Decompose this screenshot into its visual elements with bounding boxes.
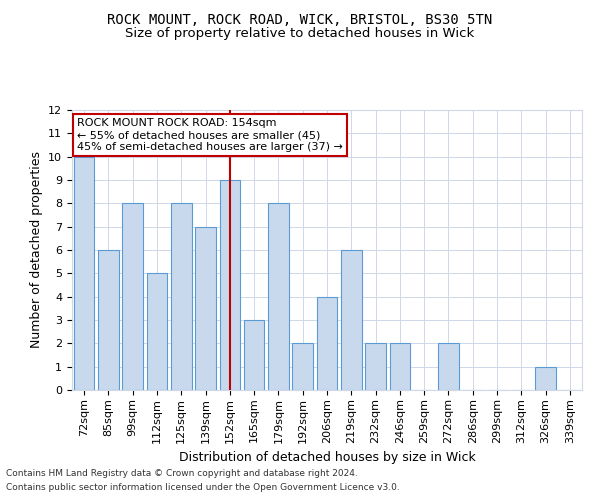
Text: Contains HM Land Registry data © Crown copyright and database right 2024.: Contains HM Land Registry data © Crown c… — [6, 468, 358, 477]
Bar — [195, 226, 216, 390]
Bar — [74, 156, 94, 390]
Text: ROCK MOUNT ROCK ROAD: 154sqm
← 55% of detached houses are smaller (45)
45% of se: ROCK MOUNT ROCK ROAD: 154sqm ← 55% of de… — [77, 118, 343, 152]
Bar — [122, 204, 143, 390]
Bar — [146, 274, 167, 390]
Bar — [365, 344, 386, 390]
Bar — [317, 296, 337, 390]
Bar — [341, 250, 362, 390]
Bar — [268, 204, 289, 390]
X-axis label: Distribution of detached houses by size in Wick: Distribution of detached houses by size … — [179, 451, 475, 464]
Bar — [292, 344, 313, 390]
Bar — [438, 344, 459, 390]
Text: ROCK MOUNT, ROCK ROAD, WICK, BRISTOL, BS30 5TN: ROCK MOUNT, ROCK ROAD, WICK, BRISTOL, BS… — [107, 12, 493, 26]
Bar — [171, 204, 191, 390]
Bar — [389, 344, 410, 390]
Text: Size of property relative to detached houses in Wick: Size of property relative to detached ho… — [125, 28, 475, 40]
Bar — [535, 366, 556, 390]
Bar — [244, 320, 265, 390]
Text: Contains public sector information licensed under the Open Government Licence v3: Contains public sector information licen… — [6, 484, 400, 492]
Y-axis label: Number of detached properties: Number of detached properties — [29, 152, 43, 348]
Bar — [220, 180, 240, 390]
Bar — [98, 250, 119, 390]
